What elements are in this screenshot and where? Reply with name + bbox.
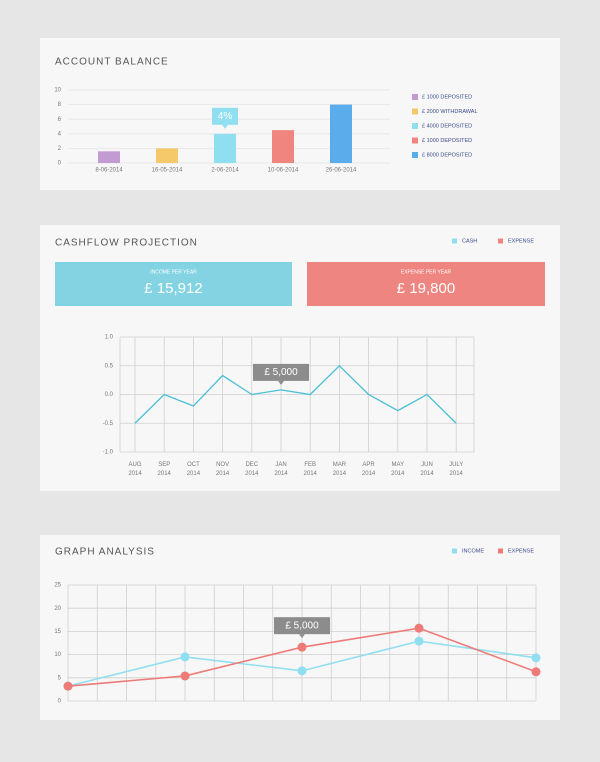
y-tick-label: 25 bbox=[54, 583, 61, 589]
legend-swatch bbox=[412, 108, 418, 115]
y-tick-label: 6 bbox=[58, 117, 62, 123]
y-tick-label: 2 bbox=[58, 146, 62, 152]
point bbox=[414, 636, 424, 646]
tooltip bbox=[274, 617, 330, 635]
y-tick-label: 10 bbox=[54, 652, 61, 658]
y-tick-label: -1.0 bbox=[103, 450, 114, 456]
legend-label: INCOME bbox=[462, 548, 484, 554]
point bbox=[531, 667, 541, 677]
legend-label: £ 1000 DEPOSITED bbox=[422, 94, 472, 100]
tooltip bbox=[212, 107, 238, 125]
x-tick-label: SEP 2014 bbox=[158, 462, 172, 477]
y-tick-label: 20 bbox=[54, 606, 61, 612]
x-tick-label: 16-05-2014 bbox=[152, 168, 183, 174]
x-tick-label: FEB 2014 bbox=[304, 462, 318, 477]
y-tick-label: 0 bbox=[58, 699, 62, 705]
tooltip-text: £ 5,000 bbox=[264, 367, 298, 378]
bar bbox=[156, 148, 178, 163]
x-tick-label: MAR 2014 bbox=[333, 462, 347, 477]
x-tick-label: 8-06-2014 bbox=[95, 168, 123, 174]
legend-swatch bbox=[498, 548, 503, 554]
tooltip-arrow bbox=[222, 124, 228, 129]
panel-title: CASHFLOW PROJECTION bbox=[55, 238, 198, 249]
panel-title: ACCOUNT BALANCE bbox=[55, 57, 169, 68]
y-tick-label: 0 bbox=[58, 161, 62, 167]
x-tick-label: JUN 2014 bbox=[420, 462, 434, 477]
legend-label: £ 4000 DEPOSITED bbox=[422, 123, 472, 129]
bar bbox=[330, 104, 352, 163]
x-tick-label: AUG 2014 bbox=[128, 462, 142, 477]
point bbox=[297, 642, 307, 652]
legend-swatch bbox=[412, 152, 418, 158]
legend-label: £ 1000 DEPOSITED bbox=[422, 138, 472, 144]
y-tick-label: 1.0 bbox=[105, 335, 114, 341]
point bbox=[531, 653, 541, 663]
tooltip bbox=[253, 363, 309, 381]
legend-swatch bbox=[412, 94, 418, 100]
summary-value: £ 19,800 bbox=[397, 280, 455, 297]
y-tick-label: 15 bbox=[54, 629, 61, 635]
legend-swatch bbox=[452, 238, 457, 244]
point bbox=[63, 681, 73, 691]
bar bbox=[214, 133, 236, 163]
y-tick-label: 4 bbox=[58, 131, 62, 137]
x-tick-label: DEC 2014 bbox=[245, 462, 259, 477]
x-tick-label: MAY 2014 bbox=[391, 462, 405, 477]
legend-swatch bbox=[452, 548, 457, 554]
panel bbox=[40, 38, 560, 190]
point bbox=[297, 666, 307, 676]
point bbox=[414, 623, 424, 633]
legend-label: CASH bbox=[462, 238, 477, 244]
x-tick-label: 26-06-2014 bbox=[326, 168, 357, 174]
legend-swatch bbox=[498, 238, 503, 244]
bar bbox=[272, 130, 294, 163]
bar bbox=[98, 151, 120, 163]
x-tick-label: APR 2014 bbox=[362, 462, 376, 477]
legend-swatch bbox=[412, 137, 418, 144]
summary-label: INCOME PER YEAR bbox=[150, 269, 197, 275]
y-tick-label: -0.5 bbox=[103, 421, 114, 427]
summary-value: £ 15,912 bbox=[144, 280, 202, 297]
summary-label: EXPENSE PER YEAR bbox=[401, 269, 452, 275]
y-tick-label: 5 bbox=[58, 675, 62, 681]
summary-box bbox=[55, 262, 292, 306]
tooltip-arrow bbox=[278, 380, 284, 385]
legend-label: £ 8000 DEPOSITED bbox=[422, 152, 472, 158]
x-tick-label: 2-06-2014 bbox=[211, 168, 239, 174]
legend-label: EXPENSE bbox=[508, 238, 534, 244]
legend-label: EXPENSE bbox=[508, 548, 534, 554]
x-tick-label: JULY 2014 bbox=[449, 462, 463, 477]
tooltip-arrow bbox=[299, 634, 305, 639]
summary-box bbox=[307, 262, 545, 306]
panel-title: GRAPH ANALYSIS bbox=[55, 547, 155, 558]
tooltip-text: 4% bbox=[218, 111, 233, 122]
y-tick-label: 0.5 bbox=[105, 363, 114, 369]
x-tick-label: NOV 2014 bbox=[216, 462, 230, 477]
y-tick-label: 0.0 bbox=[105, 392, 114, 398]
legend-label: £ 2000 WITHDRAWAL bbox=[422, 109, 478, 115]
x-tick-label: 10-06-2014 bbox=[268, 168, 299, 174]
x-tick-label: JAN 2014 bbox=[274, 462, 288, 477]
y-tick-label: 8 bbox=[58, 102, 62, 108]
x-tick-label: OCT 2014 bbox=[187, 462, 201, 477]
point bbox=[180, 671, 190, 681]
point bbox=[180, 652, 190, 662]
y-tick-label: 10 bbox=[54, 88, 61, 94]
legend-swatch bbox=[412, 123, 418, 129]
line bbox=[134, 364, 457, 424]
tooltip-text: £ 5,000 bbox=[285, 620, 319, 631]
